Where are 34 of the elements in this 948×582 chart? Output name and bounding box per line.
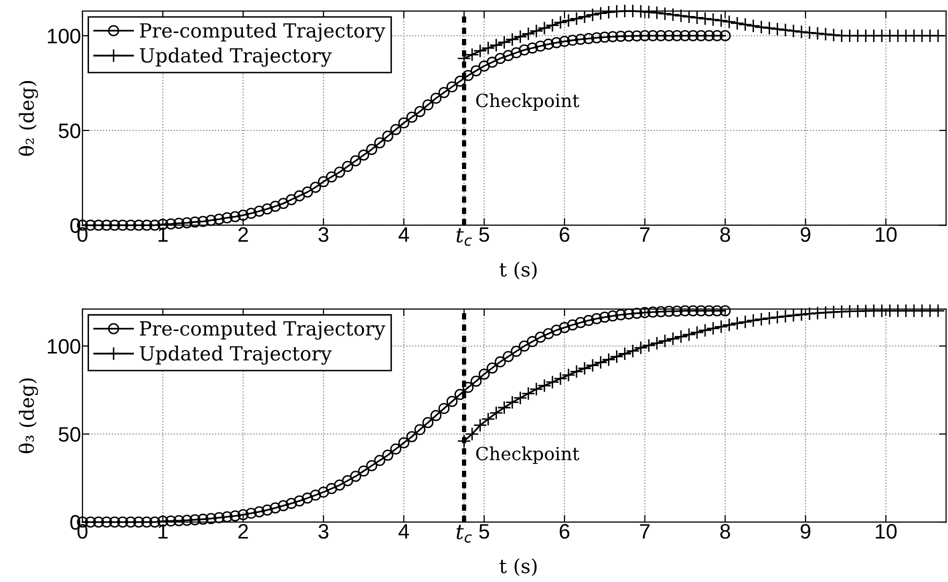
x-tick-label: 6 [560, 227, 570, 242]
x-tick-label: t$_{c}$ [456, 524, 472, 543]
legend-label: Pre-computed Trajectory [140, 320, 386, 340]
x-tick-label: 10 [876, 524, 897, 539]
y-axis-title: θ₃ (deg) [18, 378, 38, 454]
x-tick-label: 8 [720, 227, 730, 242]
x-tick-label: t$_{c}$ [456, 228, 472, 246]
y-axis-title: θ₂ (deg) [18, 81, 38, 156]
x-tick-label: 4 [398, 227, 410, 242]
x-tick-label: 3 [318, 227, 328, 242]
y-tick-label: 100 [48, 339, 80, 354]
annotation: Checkpoint [476, 446, 580, 464]
x-tick-label: 6 [560, 524, 570, 539]
x-axis-title: t (s) [500, 558, 537, 576]
x-tick-label: 2 [238, 227, 248, 242]
annotation: Checkpoint [476, 93, 580, 111]
legend-label: Updated Trajectory [140, 346, 332, 365]
y-tick-label: 50 [58, 427, 80, 442]
legend-label: Pre-computed Trajectory [140, 22, 386, 42]
x-tick-label: 2 [238, 524, 248, 539]
x-tick-label: 9 [800, 227, 810, 242]
x-tick-label: 7 [640, 524, 650, 539]
x-tick-label: 7 [640, 227, 650, 242]
x-tick-label: 9 [800, 524, 810, 539]
y-tick-label: 50 [58, 123, 80, 138]
x-tick-label: 5 [479, 524, 490, 539]
x-tick-label: 8 [720, 524, 730, 539]
y-tick-label: 100 [48, 28, 80, 44]
x-tick-label: 4 [398, 524, 410, 539]
x-tick-label: 5 [479, 227, 490, 242]
x-axis-title: t (s) [500, 262, 537, 280]
legend-label: Updated Trajectory [140, 48, 332, 67]
x-tick-label: 3 [318, 524, 328, 539]
x-tick-label: 10 [876, 227, 897, 242]
